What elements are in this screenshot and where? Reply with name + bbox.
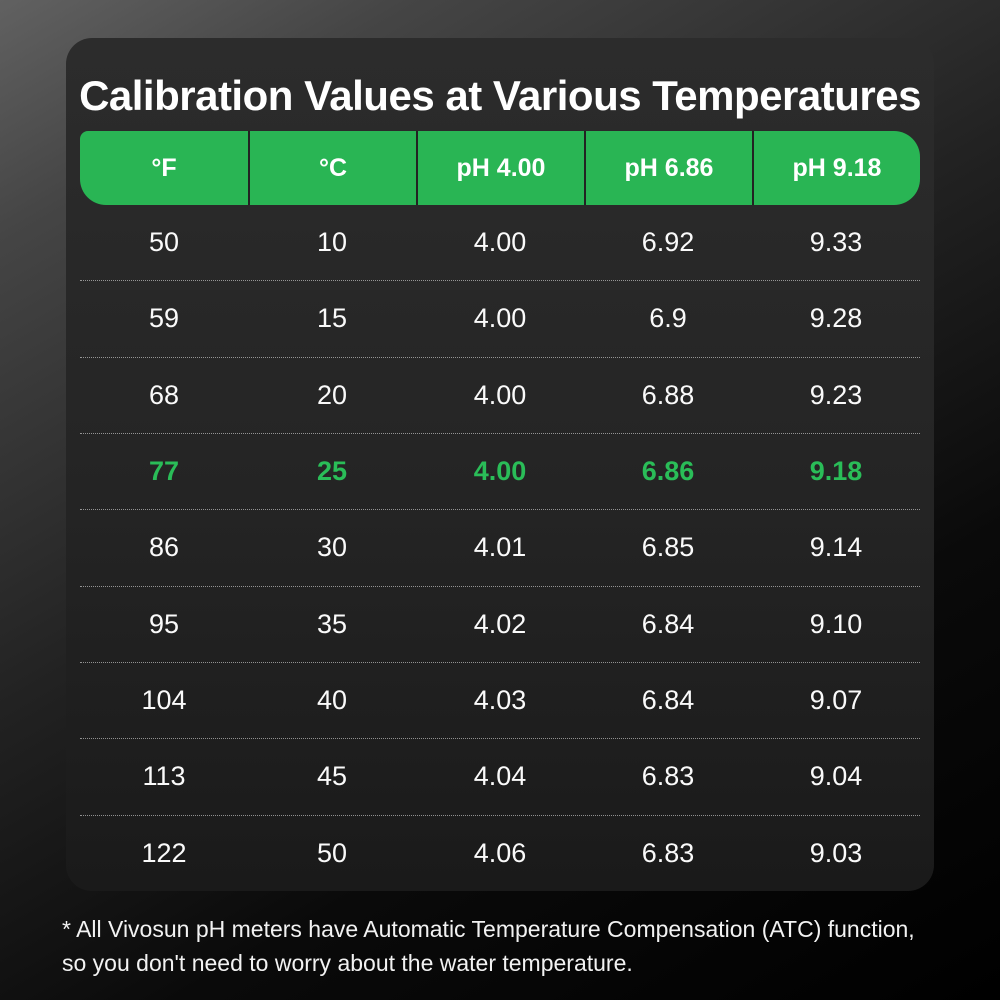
- table-row: 50 10 4.00 6.92 9.33: [80, 205, 920, 280]
- column-header-ph-4: pH 4.00: [416, 131, 584, 205]
- table-cell: 4.00: [473, 303, 527, 334]
- table-row: 77 25 4.00 6.86 9.18: [80, 432, 920, 509]
- table-cell: 68: [148, 379, 180, 410]
- table-cell: 86: [148, 532, 180, 563]
- table-cell: 35: [316, 608, 348, 639]
- table-cell: 9.04: [809, 761, 863, 792]
- footnote-line-1: * All Vivosun pH meters have Automatic T…: [62, 916, 915, 942]
- table-cell: 6.92: [641, 227, 695, 258]
- table-cell: 6.83: [641, 761, 695, 792]
- table-cell: 50: [316, 837, 348, 868]
- page-title: Calibration Values at Various Temperatur…: [79, 72, 921, 119]
- column-header-ph-686: pH 6.86: [584, 131, 752, 205]
- table-row: 86 30 4.01 6.85 9.14: [80, 509, 920, 585]
- table-cell: 104: [141, 685, 187, 716]
- table-cell: 9.03: [809, 837, 863, 868]
- column-header-fahrenheit: °F: [151, 153, 177, 182]
- table-cell: 9.23: [809, 379, 863, 410]
- table-cell: 4.02: [473, 608, 527, 639]
- table-cell: 45: [316, 761, 348, 792]
- table-body: 50 10 4.00 6.92 9.33 59 15 4.00 6.9 9.28 68 20 4.00 6…: [80, 205, 920, 891]
- column-header-celsius: °C: [248, 131, 416, 205]
- table-cell: 4.00: [473, 456, 527, 487]
- table-cell: 10: [316, 227, 348, 258]
- table-cell: 95: [148, 608, 180, 639]
- table-cell: 9.07: [809, 685, 863, 716]
- table-cell: 6.86: [641, 456, 695, 487]
- table-row: 113 45 4.04 6.83 9.04: [80, 738, 920, 814]
- table-cell: 9.28: [809, 303, 863, 334]
- calibration-card: Calibration Values at Various Temperatur…: [66, 38, 934, 891]
- table-cell: 9.33: [809, 227, 863, 258]
- table-cell: 9.10: [809, 608, 863, 639]
- table-cell: 113: [142, 761, 186, 792]
- table-cell: 4.04: [473, 761, 527, 792]
- table-cell: 30: [316, 532, 348, 563]
- table-cell: 77: [148, 456, 180, 487]
- table-cell: 59: [148, 303, 180, 334]
- column-header-ph-918: pH 9.18: [752, 131, 920, 205]
- table-row: 104 40 4.03 6.84 9.07: [80, 661, 920, 738]
- table-cell: 4.06: [473, 837, 527, 868]
- table-cell: 25: [316, 456, 348, 487]
- table-cell: 6.88: [641, 379, 695, 410]
- footnote: * All Vivosun pH meters have Automatic T…: [62, 912, 962, 980]
- table-cell: 6.85: [641, 532, 695, 563]
- table-cell: 4.01: [473, 532, 527, 563]
- table-cell: 6.83: [641, 837, 695, 868]
- table-cell: 15: [316, 303, 348, 334]
- table-cell: 50: [148, 227, 180, 258]
- table-cell: 4.00: [473, 379, 527, 410]
- footnote-line-2: so you don't need to worry about the wat…: [62, 950, 633, 976]
- table-cell: 9.18: [809, 456, 863, 487]
- table-cell: 20: [316, 379, 348, 410]
- table-cell: 9.14: [809, 532, 863, 563]
- table-cell: 4.03: [473, 685, 527, 716]
- table-cell: 40: [316, 685, 348, 716]
- table-row: 122 50 4.06 6.83 9.03: [80, 814, 920, 891]
- table-cell: 4.00: [473, 227, 527, 258]
- table-cell: 6.84: [641, 685, 695, 716]
- table-row: 95 35 4.02 6.84 9.10: [80, 585, 920, 662]
- table-header: °F °C pH 4.00 pH 6.86 pH 9.18: [80, 131, 920, 205]
- table-row: 59 15 4.00 6.9 9.28: [80, 280, 920, 356]
- table-cell: 122: [141, 837, 187, 868]
- table-row: 68 20 4.00 6.88 9.23: [80, 356, 920, 433]
- table-cell: 6.9: [649, 303, 687, 334]
- table-cell: 6.84: [641, 608, 695, 639]
